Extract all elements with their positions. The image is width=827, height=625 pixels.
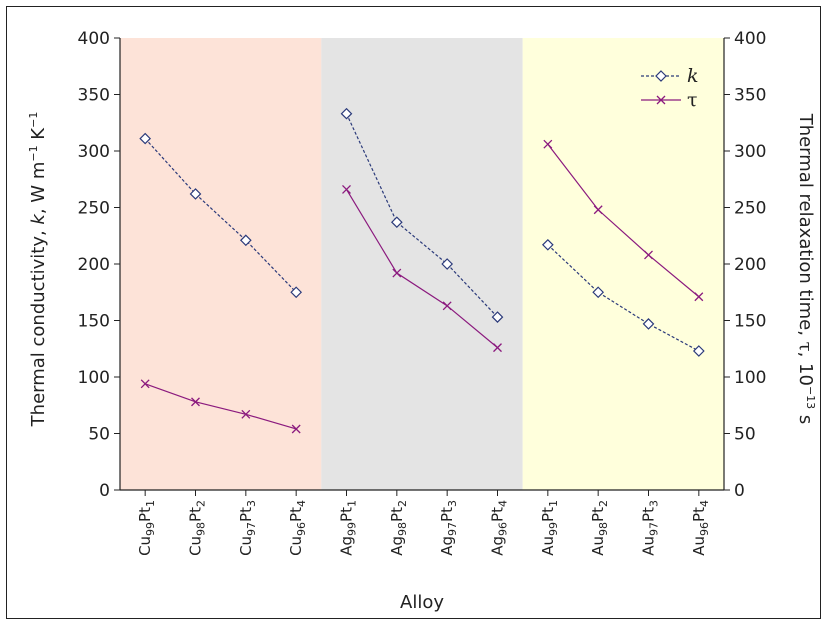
x-tick-label: Au97Pt3 xyxy=(640,500,661,556)
data-point xyxy=(342,184,351,194)
x-axis-title: Alloy xyxy=(400,592,444,613)
y-right-tick-label: 100 xyxy=(734,368,766,388)
data-point xyxy=(493,343,502,353)
legend-item-1: τ xyxy=(641,89,698,111)
data-point xyxy=(191,397,200,407)
x-tick-label: Ag96Pt4 xyxy=(489,500,510,556)
y-left-tick-label: 250 xyxy=(78,199,110,219)
x-tick-label: Ag97Pt3 xyxy=(438,500,459,556)
series-line-segment xyxy=(547,143,700,298)
y-left-tick-label: 100 xyxy=(78,368,110,388)
series-line-segment xyxy=(144,383,297,430)
data-point xyxy=(694,292,704,302)
y-left-tick-label: 150 xyxy=(78,312,110,332)
data-point xyxy=(642,318,655,330)
y-right-tick-label: 250 xyxy=(734,199,766,219)
y-axis-left-title: Thermal conductivity, k, W m−1 K−1 xyxy=(27,112,49,428)
x-tick-label: Au99Pt1 xyxy=(539,500,560,556)
data-point xyxy=(592,286,605,299)
y-right-tick-label: 300 xyxy=(734,142,766,162)
y-right-tick-label: 400 xyxy=(734,29,766,49)
data-point xyxy=(241,409,251,419)
data-point xyxy=(442,301,452,311)
y-left-tick-label: 400 xyxy=(78,29,110,49)
series-layer xyxy=(139,107,705,434)
series-0 xyxy=(139,107,705,357)
legend: kτ xyxy=(641,65,699,111)
series-line-segment xyxy=(345,113,498,318)
data-point xyxy=(644,250,653,260)
data-point xyxy=(189,188,202,200)
y-left-tick-label: 0 xyxy=(99,481,110,501)
x-tick-label: Cu99Pt1 xyxy=(136,500,157,556)
data-point xyxy=(656,95,666,105)
data-point xyxy=(543,139,553,149)
legend-label: τ xyxy=(687,89,698,111)
data-point xyxy=(541,238,554,251)
data-point xyxy=(441,258,454,270)
group-band-2 xyxy=(522,38,724,490)
x-tick-label: Cu97Pt3 xyxy=(237,500,258,556)
data-point xyxy=(593,205,603,215)
x-tick-label: Au96Pt4 xyxy=(690,500,711,556)
y-right-tick-label: 150 xyxy=(734,312,766,332)
legend-label: k xyxy=(687,65,699,87)
axes: 0 0 50 50 100 100 150 150 200 200 250 250 300 300 350 3… xyxy=(78,29,767,556)
x-tick-label: Au98Pt2 xyxy=(589,500,610,556)
data-point xyxy=(291,424,301,434)
series-line-segment xyxy=(547,244,700,352)
x-tick-label: Ag98Pt2 xyxy=(388,500,409,556)
legend-item-0: k xyxy=(641,65,699,87)
y-right-tick-label: 50 xyxy=(734,425,756,445)
data-point xyxy=(140,379,150,389)
data-point xyxy=(239,234,252,247)
x-tick-label: Ag99Pt1 xyxy=(338,500,359,556)
data-point xyxy=(390,216,403,229)
x-tick-label: Cu96Pt4 xyxy=(287,500,308,556)
y-right-tick-label: 350 xyxy=(734,86,766,106)
y-left-tick-label: 350 xyxy=(78,86,110,106)
data-point xyxy=(392,268,402,278)
series-line-segment xyxy=(345,189,498,349)
data-point xyxy=(139,132,152,145)
data-point xyxy=(655,70,667,82)
x-tick-label: Cu98Pt2 xyxy=(187,500,208,556)
data-point xyxy=(491,311,504,323)
y-axis-right-title: Thermal relaxation time, τ, 10−13 s xyxy=(795,113,817,425)
data-point xyxy=(290,286,303,299)
y-left-tick-label: 300 xyxy=(78,142,110,162)
chart-frame xyxy=(6,6,821,619)
y-right-tick-label: 0 xyxy=(734,481,745,501)
data-point xyxy=(692,345,705,357)
y-left-tick-label: 200 xyxy=(78,255,110,275)
group-band-0 xyxy=(120,38,322,490)
series-1 xyxy=(140,139,704,434)
group-bands xyxy=(120,38,724,490)
y-left-tick-label: 50 xyxy=(88,425,110,445)
data-point xyxy=(340,107,353,120)
series-line-segment xyxy=(144,138,297,293)
y-right-tick-label: 200 xyxy=(734,255,766,275)
group-band-1 xyxy=(321,38,523,490)
